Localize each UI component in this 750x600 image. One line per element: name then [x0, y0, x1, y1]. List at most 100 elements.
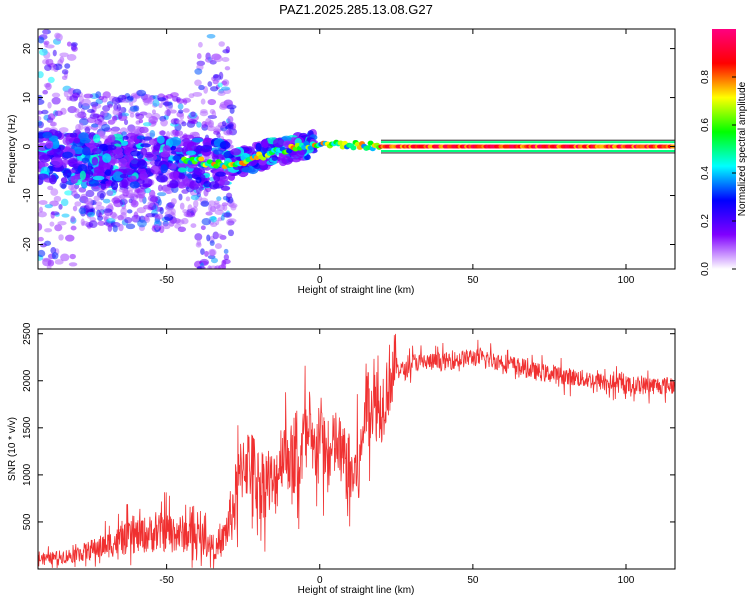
spectrogram-noise-blob	[221, 56, 230, 62]
spectrogram-noise-blob	[190, 194, 200, 201]
spectrogram-noise-blob	[85, 189, 95, 198]
spectrogram-ridge-point	[350, 145, 357, 151]
spectrogram-band-blob	[102, 153, 112, 163]
spectrogram-noise-blob	[94, 201, 103, 207]
spectrogram-noise-blob	[78, 207, 86, 215]
spectrogram-band-blob	[156, 174, 168, 183]
spectrogram-noise-blob	[85, 198, 94, 206]
spectrogram-band-blob	[130, 150, 141, 157]
spectrogram-noise-blob	[42, 257, 51, 262]
spectrogram-noise-blob	[143, 94, 152, 103]
spectrogram-noise-blob	[225, 192, 233, 199]
spectrogram-noise-blob	[69, 95, 79, 102]
spectrogram-band-blob	[52, 148, 65, 158]
spectrogram-noise-blob	[214, 243, 222, 250]
spectrogram-band-blob	[262, 138, 269, 149]
spectrogram-noise-blob	[224, 66, 231, 71]
spectrogram-noise-blob	[194, 233, 203, 241]
spectrogram-noise-blob	[220, 86, 231, 91]
spectrogram-noise-blob	[126, 95, 134, 101]
spectrogram-noise-blob	[136, 207, 147, 214]
spectrogram-noise-blob	[210, 257, 219, 264]
spectrogram-band-blob	[79, 170, 86, 181]
spectrogram-band-blob	[216, 154, 225, 161]
spectrogram-band-blob	[136, 135, 146, 140]
spectrogram-noise-blob	[177, 103, 184, 110]
spectrogram-noise-blob	[221, 120, 227, 127]
spectrogram-noise-blob	[158, 103, 163, 109]
spectrogram-band-blob	[60, 177, 68, 184]
spectrogram-noise-blob	[111, 115, 118, 121]
spectrogram-noise-blob	[120, 207, 128, 216]
spectrogram-band-blob	[177, 167, 187, 173]
spectrogram-noise-blob	[201, 275, 208, 281]
spectrogram-noise-blob	[60, 253, 70, 262]
spectrogram-noise-blob	[95, 205, 105, 211]
spectrogram-noise-blob	[61, 213, 70, 218]
spectrogram-band-blob	[129, 181, 140, 189]
spectrogram-band-blob	[50, 140, 60, 150]
spectrogram-band-blob	[62, 151, 74, 159]
spectrogram-noise-blob	[204, 250, 209, 257]
spectrogram-noise-blob	[102, 198, 111, 204]
spectrogram-noise-blob	[147, 201, 154, 207]
spectrogram-band-blob	[150, 164, 162, 175]
spectrogram-band-blob	[148, 138, 158, 146]
snr-xlabel: Height of straight line (km)	[298, 585, 415, 596]
spectrogram-band-blob	[69, 132, 78, 138]
spectrogram-noise-blob	[138, 118, 144, 124]
spectrogram-noise-blob	[151, 196, 158, 203]
spectrogram-noise-blob	[217, 82, 223, 88]
spectrogram-noise-blob	[66, 41, 72, 47]
spectrogram-noise-blob	[74, 201, 82, 207]
spectrogram-noise-blob	[206, 285, 214, 289]
spectrogram-noise-blob	[74, 112, 85, 119]
spectrogram-noise-blob	[207, 81, 213, 87]
spectrogram-noise-blob	[44, 204, 53, 209]
spectrogram-noise-blob	[142, 122, 152, 127]
spectrogram-band-blob	[112, 171, 124, 182]
spectrogram-ytick-label: 10	[22, 92, 33, 104]
spectrogram-noise-blob	[78, 95, 85, 104]
spectrogram-noise-blob	[210, 222, 218, 228]
spectrogram-noise-blob	[155, 223, 160, 231]
spectrogram-band-blob	[291, 157, 301, 163]
spectrogram-noise-blob	[213, 202, 221, 209]
spectrogram-noise-blob	[139, 127, 148, 133]
spectrogram-band-blob	[160, 151, 170, 158]
spectrogram-noise-blob	[222, 79, 230, 87]
spectrogram-noise-blob	[124, 217, 133, 224]
spectrogram-noise-blob	[65, 278, 69, 285]
spectrogram-noise-blob	[44, 64, 52, 72]
spectrogram-noise-blob	[196, 266, 202, 269]
spectrogram-ticks: -50 0 50 100 -20 -10 0 10 20	[22, 29, 675, 286]
spectrogram-noise-blob	[61, 75, 68, 81]
spectrogram-band-blob	[241, 166, 253, 173]
spectrogram-noise-blob	[226, 104, 237, 110]
spectrogram-band-blob	[230, 148, 242, 156]
spectrogram-band-blob	[39, 154, 51, 163]
spectrogram-band-blob	[169, 179, 179, 189]
spectrogram-noise-blob	[42, 29, 48, 37]
spectrogram-noise-blob	[112, 108, 120, 116]
spectrogram-noise-blob	[148, 116, 158, 124]
spectrogram-band-blob	[181, 134, 194, 140]
spectrogram-noise-blob	[157, 184, 163, 192]
spectrogram-noise-blob	[107, 224, 113, 232]
spectrogram-noise-blob	[39, 243, 47, 248]
spectrogram-noise-blob	[69, 253, 76, 260]
spectrogram-noise-blob	[55, 281, 61, 288]
spectrogram-band-blob	[123, 147, 132, 156]
spectrogram-xtick-label: -50	[159, 275, 174, 286]
spectrogram-noise-blob	[54, 224, 63, 232]
spectrogram-noise-blob	[221, 274, 227, 280]
spectrogram-noise-blob	[45, 58, 54, 66]
spectrogram-noise-blob	[207, 273, 215, 278]
spectrogram-noise-blob	[51, 96, 61, 105]
snr-frame	[37, 328, 676, 570]
spectrogram-band-blob	[215, 171, 227, 177]
spectrogram-ridge-point	[301, 144, 308, 150]
spectrogram-band-blob	[123, 168, 135, 176]
spectrogram-noise-blob	[58, 234, 64, 241]
spectrogram-noise-blob	[98, 131, 106, 138]
